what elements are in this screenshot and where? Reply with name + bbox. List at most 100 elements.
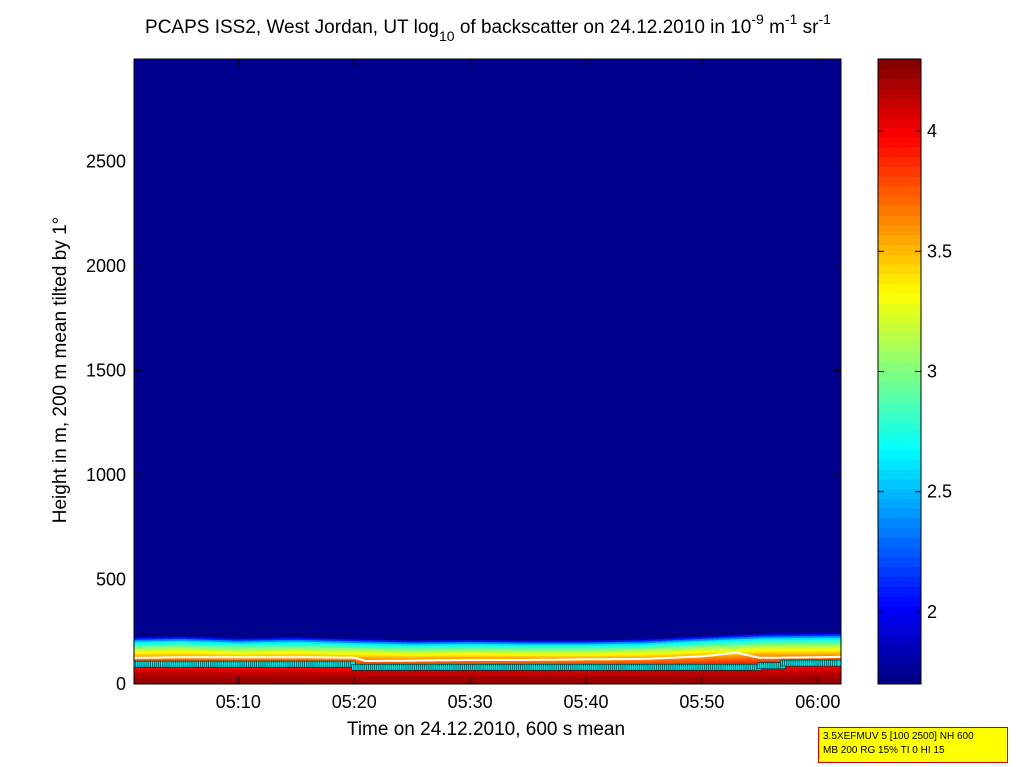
- layer-cell: [134, 646, 141, 649]
- layer-cell: [684, 662, 691, 665]
- layer-cell: [701, 676, 709, 680]
- layer-cell: [754, 680, 761, 683]
- layer-cell: [719, 661, 726, 665]
- layer-cell: [331, 648, 338, 652]
- layer-cell: [261, 643, 268, 646]
- colorbar-band: [878, 508, 921, 519]
- layer-cell: [759, 655, 767, 658]
- layer-cell: [325, 647, 332, 650]
- layer-cell: [226, 643, 234, 646]
- layer-cell: [551, 670, 558, 673]
- layer-cell: [423, 672, 431, 675]
- layer-cell: [371, 636, 378, 639]
- layer-cell: [696, 671, 703, 674]
- layer-cell: [406, 643, 413, 646]
- layer-cell: [829, 650, 836, 654]
- layer-cell: [470, 670, 477, 673]
- layer-cell: [551, 660, 558, 663]
- layer-cell: [528, 673, 535, 677]
- layer-cell: [580, 675, 587, 678]
- colorbar-band: [878, 361, 921, 372]
- layer-cell: [701, 634, 709, 637]
- layer-cell: [597, 636, 605, 639]
- layer-cell: [151, 673, 158, 676]
- layer-cell: [406, 652, 413, 655]
- layer-cell: [284, 642, 292, 646]
- layer-cell: [191, 674, 199, 678]
- layer-cell: [533, 677, 541, 680]
- layer-cell: [371, 680, 378, 683]
- layer-cell: [238, 675, 245, 678]
- layer-cell: [348, 651, 355, 654]
- layer-cell: [458, 672, 465, 675]
- layer-cell: [754, 641, 761, 645]
- layer-cell: [423, 657, 431, 660]
- layer-cell: [157, 673, 164, 676]
- layer-cell: [806, 652, 813, 656]
- layer-cell: [197, 647, 205, 651]
- colorbar-band: [878, 498, 921, 509]
- layer-cell: [273, 667, 280, 671]
- layer-cell: [817, 678, 825, 681]
- layer-cell: [377, 682, 384, 684]
- layer-cell: [354, 635, 361, 638]
- layer-cell: [441, 648, 448, 651]
- layer-cell: [267, 676, 274, 680]
- layer-cell: [290, 651, 297, 655]
- layer-cell: [406, 638, 413, 641]
- layer-cell: [719, 674, 726, 678]
- layer-cell: [313, 641, 321, 644]
- layer-cell: [232, 673, 239, 676]
- colorbar-band: [878, 410, 921, 421]
- layer-cell: [446, 655, 454, 658]
- layer-cell: [835, 646, 841, 650]
- layer-cell: [249, 668, 257, 671]
- layer-cell: [464, 651, 471, 654]
- layer-cell: [481, 656, 489, 660]
- layer-cell: [661, 676, 668, 680]
- layer-cell: [696, 645, 703, 649]
- layer-cell: [533, 655, 541, 658]
- layer-cell: [354, 671, 361, 675]
- layer-cell: [603, 643, 610, 646]
- layer-cell: [754, 643, 761, 647]
- layer-cell: [759, 643, 767, 647]
- layer-cell: [632, 641, 639, 644]
- layer-cell: [342, 657, 350, 661]
- layer-cell: [354, 647, 361, 651]
- layer-cell: [139, 680, 147, 683]
- layer-cell: [684, 676, 691, 680]
- layer-cell: [690, 645, 697, 649]
- layer-cell: [493, 646, 500, 650]
- layer-cell: [458, 643, 465, 646]
- layer-cell: [771, 670, 778, 674]
- colorbar-band: [878, 351, 921, 363]
- layer-cell: [504, 675, 512, 678]
- layer-cell: [226, 659, 234, 662]
- layer-cell: [672, 660, 680, 664]
- layer-cell: [626, 680, 633, 683]
- layer-cell: [528, 650, 535, 653]
- layer-cell: [313, 666, 321, 669]
- layer-cell: [499, 675, 506, 678]
- layer-cell: [313, 668, 321, 671]
- layer-cell: [522, 657, 529, 660]
- layer-cell: [313, 634, 321, 637]
- layer-cell: [145, 646, 152, 649]
- layer-cell: [522, 638, 529, 641]
- layer-cell: [661, 647, 668, 650]
- layer-cell: [371, 670, 378, 673]
- layer-cell: [244, 680, 251, 683]
- layer-cell: [568, 647, 576, 650]
- x-tick-label: 06:00: [795, 692, 840, 712]
- layer-cell: [481, 680, 489, 683]
- layer-cell: [475, 644, 483, 648]
- layer-cell: [191, 647, 199, 651]
- layer-cell: [806, 672, 813, 675]
- layer-cell: [377, 673, 384, 677]
- layer-cell: [591, 638, 599, 641]
- layer-cell: [446, 648, 454, 651]
- layer-cell: [493, 672, 500, 675]
- layer-cell: [290, 633, 297, 637]
- layer-cell: [290, 644, 297, 648]
